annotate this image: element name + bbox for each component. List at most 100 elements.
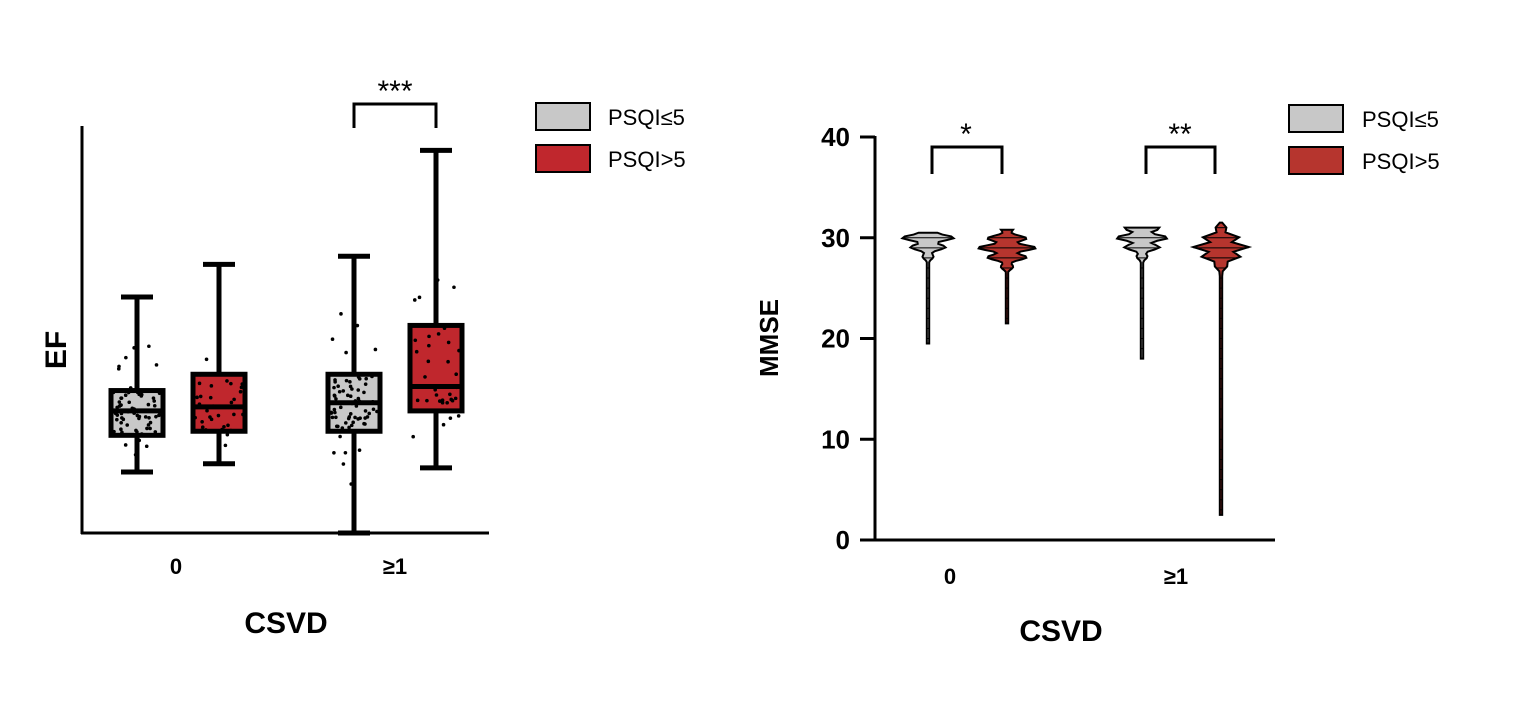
ef-point bbox=[197, 402, 202, 407]
mmse-tick-label-3: 30 bbox=[821, 223, 850, 253]
ef-point bbox=[126, 409, 130, 414]
ef-point bbox=[344, 378, 349, 383]
ef-point bbox=[341, 389, 346, 393]
ef-point bbox=[350, 401, 354, 406]
ef-point bbox=[222, 424, 226, 429]
ef-point bbox=[427, 343, 431, 348]
ef-point bbox=[112, 408, 116, 413]
ef-y-title: EF bbox=[40, 331, 73, 369]
ef-point bbox=[147, 415, 151, 420]
ef-point bbox=[435, 278, 440, 282]
ef-point bbox=[356, 388, 361, 392]
ef-point bbox=[343, 450, 348, 455]
ef-point bbox=[349, 423, 354, 428]
ef-point bbox=[133, 389, 137, 393]
ef-point bbox=[205, 408, 209, 413]
ef-point bbox=[128, 386, 133, 390]
ef-point bbox=[373, 347, 378, 352]
ef-point bbox=[123, 393, 128, 397]
ef-cat-0: 0 bbox=[170, 554, 182, 579]
ef-point bbox=[356, 375, 361, 379]
ef-point bbox=[333, 410, 337, 415]
ef-point bbox=[154, 414, 158, 419]
mmse-sig-bracket-0 bbox=[930, 145, 1004, 174]
ef-point bbox=[229, 428, 233, 433]
ef-point bbox=[353, 399, 358, 403]
mmse-panel: 0 10 20 30 40 MMSE 0 ≥1 CSVD * ** PSQI≤5 PSQ… bbox=[754, 104, 1440, 648]
ef-point bbox=[334, 415, 338, 420]
ef-point bbox=[119, 403, 123, 407]
ef-legend-swatch-high bbox=[535, 144, 591, 173]
ef-point bbox=[154, 363, 159, 367]
ef-point bbox=[334, 424, 339, 429]
ef-point bbox=[348, 380, 352, 384]
ef-point bbox=[364, 376, 368, 381]
ef-point bbox=[346, 416, 351, 421]
ef-point bbox=[362, 421, 366, 426]
ef-point bbox=[433, 387, 437, 392]
ef-point bbox=[353, 415, 357, 420]
ef-point bbox=[445, 400, 449, 405]
ef-point bbox=[334, 397, 338, 401]
ef-point bbox=[330, 337, 335, 341]
ef-cat-1: ≥1 bbox=[383, 554, 407, 579]
mmse-legend-label-low: PSQI≤5 bbox=[1362, 107, 1439, 132]
ef-point bbox=[349, 482, 353, 486]
ef-point bbox=[417, 295, 422, 300]
ef-point bbox=[120, 416, 124, 420]
ef-point bbox=[119, 411, 124, 416]
ef-point bbox=[448, 392, 452, 397]
mmse-legend-label-high: PSQI>5 bbox=[1362, 149, 1440, 174]
ef-boxes bbox=[108, 147, 465, 536]
ef-legend-label-high: PSQI>5 bbox=[608, 147, 686, 172]
ef-point bbox=[434, 393, 439, 397]
ef-point bbox=[371, 407, 376, 412]
mmse-sig-bracket-1 bbox=[1144, 145, 1217, 174]
ef-point bbox=[225, 379, 229, 383]
ef-point bbox=[357, 448, 362, 452]
ef-point bbox=[119, 427, 123, 432]
ef-point bbox=[329, 411, 334, 415]
ef-point bbox=[363, 409, 368, 413]
ef-point bbox=[414, 349, 419, 354]
ef-point bbox=[116, 367, 121, 371]
ef-point bbox=[446, 340, 451, 345]
ef-point bbox=[157, 412, 162, 417]
mmse-violin-1-0 bbox=[977, 228, 1037, 325]
ef-point bbox=[426, 359, 431, 364]
ef-point bbox=[453, 396, 458, 401]
ef-point bbox=[338, 434, 342, 439]
ef-point bbox=[332, 393, 337, 398]
mmse-violins bbox=[900, 221, 1253, 516]
ef-point bbox=[226, 423, 230, 428]
ef-point bbox=[211, 404, 215, 408]
ef-point bbox=[152, 403, 157, 408]
ef-point bbox=[200, 425, 205, 430]
ef-point bbox=[200, 419, 204, 424]
ef-point bbox=[440, 398, 445, 403]
ef-point bbox=[332, 401, 337, 406]
ef-point bbox=[333, 380, 337, 384]
ef-point bbox=[142, 389, 147, 393]
ef-point bbox=[332, 450, 336, 455]
mmse-tick-label-4: 40 bbox=[821, 122, 850, 152]
ef-point bbox=[152, 399, 157, 403]
ef-point bbox=[134, 428, 138, 433]
ef-point bbox=[147, 433, 152, 437]
mmse-tick-label-2: 20 bbox=[821, 324, 850, 354]
ef-point bbox=[199, 428, 204, 433]
ef-point bbox=[332, 407, 337, 412]
ef-point bbox=[127, 400, 132, 405]
ef-point bbox=[356, 396, 361, 401]
ef-box-1-0 bbox=[325, 253, 383, 536]
mmse-cat-0: 0 bbox=[944, 564, 956, 589]
ef-point bbox=[132, 407, 136, 411]
ef-point bbox=[204, 428, 208, 432]
ef-point bbox=[354, 404, 359, 408]
ef-point bbox=[370, 400, 375, 404]
ef-point bbox=[116, 408, 121, 413]
ef-point bbox=[344, 350, 348, 355]
ef-legend-swatch-low bbox=[535, 102, 591, 131]
ef-point bbox=[153, 430, 158, 434]
ef-point bbox=[340, 426, 345, 430]
